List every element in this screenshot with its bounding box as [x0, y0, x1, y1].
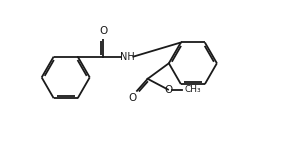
Text: O: O — [164, 85, 172, 95]
Text: NH: NH — [120, 52, 135, 62]
Text: O: O — [129, 93, 137, 103]
Text: O: O — [99, 26, 107, 36]
Text: CH₃: CH₃ — [185, 85, 202, 94]
